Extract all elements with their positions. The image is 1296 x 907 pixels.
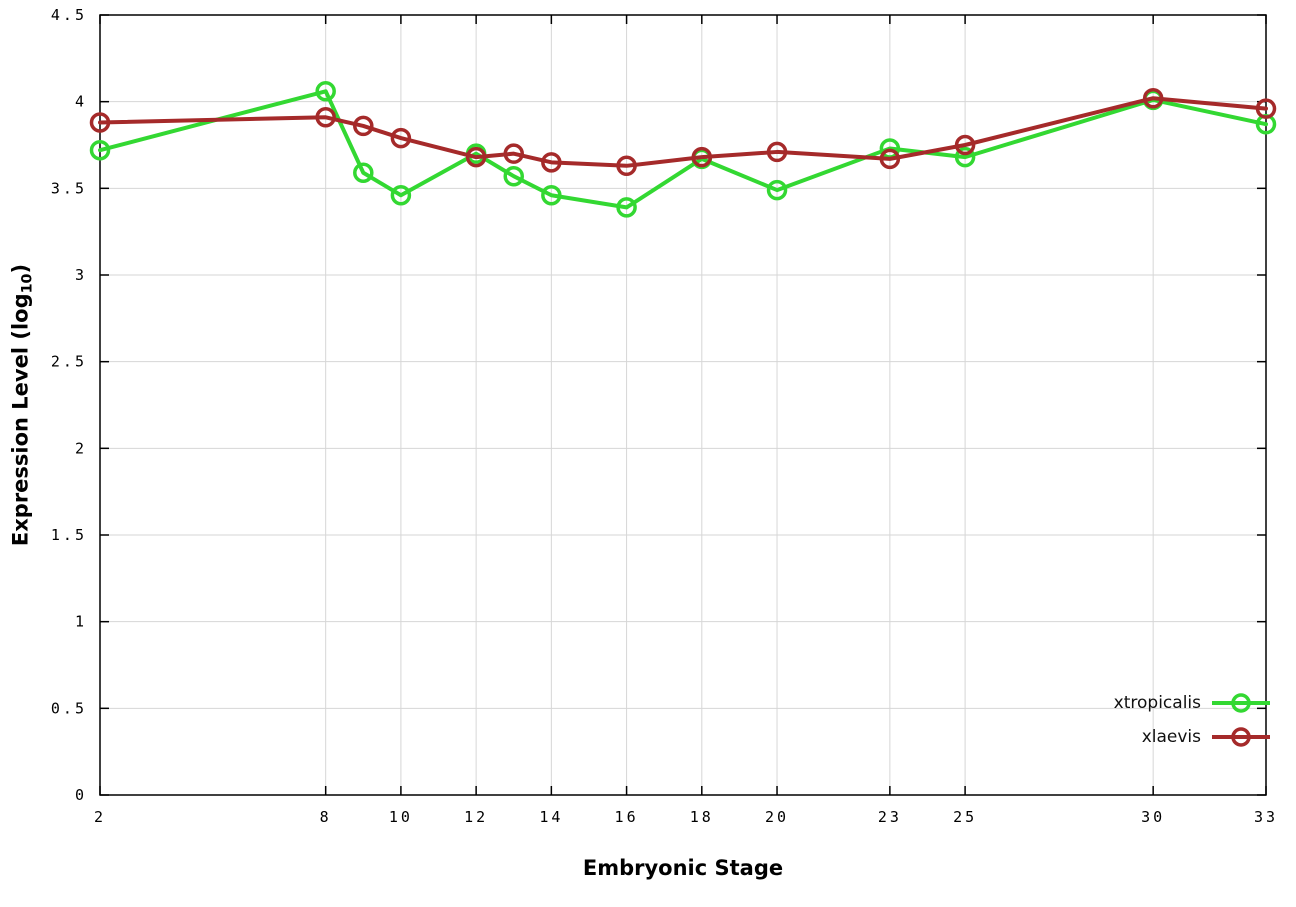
y-tick-label: 0 [75, 786, 87, 804]
legend-sample-xtropicalis [1210, 691, 1272, 715]
data-point-xtropicalis [390, 185, 412, 206]
y-axis-label-subscript: 10 [19, 273, 36, 294]
y-axis-label-main: Expression Level (log [8, 293, 33, 547]
series-line-xlaevis [98, 96, 1268, 168]
series-xtropicalis [89, 81, 1277, 218]
y-axis-label: Expression Level (log10) [9, 264, 36, 546]
data-point-xlaevis [616, 155, 637, 177]
x-tick-label: 10 [389, 808, 413, 826]
y-tick-label: 3 [75, 266, 87, 284]
data-point-xtropicalis [353, 162, 374, 183]
x-tick-label: 33 [1254, 808, 1278, 826]
x-tick-label: 12 [464, 808, 488, 826]
y-axis-label-end: ) [8, 263, 33, 274]
data-point-xlaevis [390, 127, 412, 149]
data-point-xtropicalis [503, 165, 524, 187]
data-point-xtropicalis [315, 81, 336, 102]
x-tick-label: 18 [690, 808, 714, 826]
data-point-xlaevis [89, 112, 111, 133]
legend-sample-glyph [1212, 727, 1270, 747]
data-point-xtropicalis [89, 139, 111, 161]
x-tick-label: 25 [953, 808, 977, 826]
data-point-xlaevis [1142, 87, 1164, 109]
plot-border [99, 14, 1267, 796]
x-tick-label: 14 [539, 808, 563, 826]
gridlines [99, 14, 1267, 796]
data-point-xtropicalis [954, 146, 976, 168]
x-tick-label: 20 [765, 808, 789, 826]
legend-sample-glyph [1212, 693, 1270, 713]
x-tick-label: 30 [1141, 808, 1165, 826]
tick-marks [99, 14, 1267, 796]
data-point-xlaevis [766, 141, 788, 163]
data-point-xlaevis [465, 146, 487, 168]
y-tick-label: 1.5 [51, 526, 87, 544]
legend-label-xlaevis: xlaevis [1141, 727, 1201, 747]
y-tick-label: 3.5 [51, 179, 87, 197]
x-tick-label: 23 [878, 808, 902, 826]
data-point-xlaevis [691, 146, 713, 168]
x-tick-label: 16 [615, 808, 639, 826]
y-tick-label: 2.5 [51, 353, 87, 371]
x-axis-label: Embryonic Stage [582, 856, 784, 880]
legend-sample-xlaevis [1210, 725, 1272, 749]
data-point-xlaevis [541, 152, 562, 173]
data-point-xlaevis [954, 134, 976, 156]
x-tick-label: 2 [94, 808, 106, 826]
y-tick-label: 1 [75, 613, 87, 631]
data-point-xlaevis [503, 143, 524, 164]
tick-labels: 2 8 10 12 14 16 18 20 23 25 30 33 0 0.5 1 1.5 2 2.5 3 3.5 4 4… [51, 6, 1278, 826]
legend-label-xtropicalis: xtropicalis [1113, 693, 1201, 713]
series-xlaevis [89, 87, 1277, 177]
data-point-xtropicalis [766, 179, 788, 201]
data-point-xlaevis [879, 148, 901, 170]
y-tick-label: 2 [75, 439, 87, 457]
data-point-xlaevis [353, 115, 374, 137]
x-tick-label: 8 [320, 808, 332, 826]
series-line-xtropicalis [98, 89, 1268, 210]
legend-entry-xtropicalis: xtropicalis [1114, 686, 1272, 720]
y-tick-label: 0.5 [51, 699, 87, 717]
y-tick-label: 4 [75, 93, 87, 111]
legend: xtropicalis xlaevis [1114, 686, 1272, 754]
data-point-xtropicalis [541, 185, 562, 206]
data-point-xlaevis [1255, 98, 1277, 119]
data-point-xtropicalis [616, 197, 637, 218]
y-tick-label: 4.5 [51, 6, 87, 24]
legend-entry-xlaevis: xlaevis [1142, 720, 1272, 754]
data-point-xlaevis [315, 107, 336, 128]
